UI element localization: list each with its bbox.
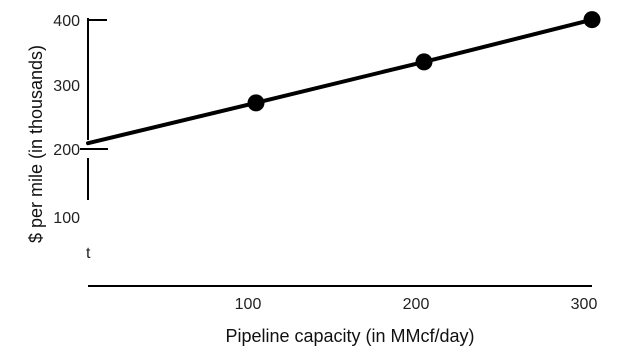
- y-tick-label-100: 100: [53, 210, 80, 227]
- y-tick-marks: [80, 19, 108, 150]
- x-tick-label-300: 300: [571, 296, 598, 313]
- y-tick-label-300: 300: [53, 78, 80, 95]
- x-tick-label-200: 200: [403, 296, 430, 313]
- y-tick-label-200: 200: [53, 142, 80, 159]
- data-point-100: [247, 94, 265, 112]
- y-axis-title: $ per mile (in thousands): [26, 45, 46, 243]
- y-tick-label-400: 400: [53, 13, 80, 30]
- x-tick-labels: 100 200 300: [235, 296, 598, 313]
- x-axis-title: Pipeline capacity (in MMcf/day): [225, 326, 474, 346]
- series-layer: [86, 11, 601, 146]
- stray-label: t: [86, 245, 91, 262]
- data-point-200: [415, 53, 433, 71]
- data-point-300: [583, 11, 601, 29]
- series-line-0: [86, 17, 594, 146]
- x-tick-label-100: 100: [235, 296, 262, 313]
- y-tick-labels: 400 300 200 100: [53, 13, 80, 227]
- axes: [87, 18, 592, 287]
